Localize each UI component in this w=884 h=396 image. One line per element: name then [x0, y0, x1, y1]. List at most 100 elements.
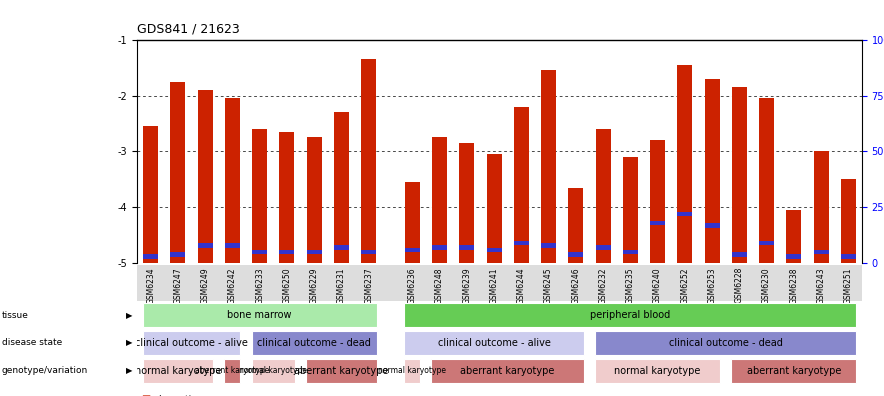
Bar [460, 143, 474, 263]
Text: GSM6229: GSM6229 [309, 267, 318, 304]
Bar [171, 252, 186, 257]
Bar [568, 252, 583, 257]
Bar [786, 254, 801, 259]
Bar [143, 254, 158, 259]
Text: aberrant karyotype: aberrant karyotype [747, 366, 841, 376]
Bar [595, 358, 720, 383]
Bar [596, 246, 611, 250]
Bar [307, 137, 322, 263]
Bar [541, 70, 556, 263]
Bar [677, 65, 692, 263]
Bar [732, 87, 747, 263]
Text: aberrant karyotype: aberrant karyotype [294, 366, 389, 376]
Text: GSM6251: GSM6251 [843, 267, 853, 304]
Bar [198, 243, 213, 248]
Bar [759, 241, 774, 246]
Text: GSM6231: GSM6231 [337, 267, 346, 304]
Bar [142, 358, 213, 383]
Bar [431, 358, 583, 383]
Bar [813, 250, 828, 254]
Text: ▶: ▶ [126, 339, 133, 347]
Text: normal karyotype: normal karyotype [240, 366, 308, 375]
Bar [334, 112, 349, 263]
Bar [252, 250, 267, 254]
Bar [650, 140, 665, 263]
Text: normal karyotype: normal karyotype [378, 366, 446, 375]
Bar [813, 152, 828, 263]
Bar [460, 246, 474, 250]
Bar [225, 243, 240, 248]
Text: clinical outcome - alive: clinical outcome - alive [438, 338, 551, 348]
Bar [622, 157, 637, 263]
Bar [334, 246, 349, 250]
Bar [198, 90, 213, 263]
Bar [362, 250, 377, 254]
Text: GSM6245: GSM6245 [544, 267, 553, 304]
Text: GSM6233: GSM6233 [255, 267, 264, 304]
Bar [541, 243, 556, 248]
Bar [405, 248, 420, 252]
Bar [405, 182, 420, 263]
Bar [514, 107, 529, 263]
Text: GSM6236: GSM6236 [408, 267, 416, 304]
Bar [486, 248, 501, 252]
Bar [432, 246, 447, 250]
Bar [514, 241, 529, 246]
Bar [786, 210, 801, 263]
Text: clinical outcome - dead: clinical outcome - dead [668, 338, 782, 348]
Bar [225, 98, 240, 263]
Bar [404, 358, 420, 383]
Text: GSM6235: GSM6235 [626, 267, 635, 304]
Text: GSM6252: GSM6252 [681, 267, 690, 304]
Bar [252, 358, 295, 383]
Text: ▶: ▶ [126, 311, 133, 320]
Text: bone marrow: bone marrow [227, 310, 292, 320]
Text: GSM6242: GSM6242 [228, 267, 237, 304]
Bar [307, 250, 322, 254]
Bar [362, 59, 377, 263]
Text: GSM6241: GSM6241 [490, 267, 499, 304]
Bar [142, 331, 240, 355]
Text: normal karyotype: normal karyotype [134, 366, 221, 376]
Text: tissue: tissue [2, 311, 28, 320]
Text: log ratio: log ratio [159, 395, 197, 396]
Text: genotype/variation: genotype/variation [2, 366, 88, 375]
Text: GSM6246: GSM6246 [571, 267, 580, 304]
Text: GSM6239: GSM6239 [462, 267, 471, 304]
Bar [404, 303, 857, 327]
Bar [486, 154, 501, 263]
Bar [650, 221, 665, 225]
Text: aberrant karyotype: aberrant karyotype [461, 366, 555, 376]
Bar [759, 98, 774, 263]
Text: ▶: ▶ [126, 366, 133, 375]
Text: disease state: disease state [2, 339, 62, 347]
Bar [732, 252, 747, 257]
Text: GSM6238: GSM6238 [789, 267, 798, 304]
Bar [225, 358, 240, 383]
Text: peripheral blood: peripheral blood [591, 310, 670, 320]
Text: GSM6240: GSM6240 [653, 267, 662, 304]
Bar [568, 188, 583, 263]
Text: clinical outcome - alive: clinical outcome - alive [135, 338, 248, 348]
Bar [279, 250, 294, 254]
Text: GSM6234: GSM6234 [146, 267, 156, 304]
Bar [841, 254, 856, 259]
Bar [595, 331, 857, 355]
Bar [306, 358, 377, 383]
Text: GSM6253: GSM6253 [707, 267, 717, 304]
Bar [432, 137, 447, 263]
Text: GSM6247: GSM6247 [173, 267, 182, 304]
Bar [142, 303, 377, 327]
Bar [279, 132, 294, 263]
Bar [404, 331, 583, 355]
Bar [171, 82, 186, 263]
Text: ■: ■ [141, 394, 150, 396]
Text: GSM6237: GSM6237 [364, 267, 373, 304]
Text: GSM6230: GSM6230 [762, 267, 771, 304]
Text: GSM6249: GSM6249 [201, 267, 210, 304]
Text: GDS841 / 21623: GDS841 / 21623 [137, 23, 240, 36]
Text: clinical outcome - dead: clinical outcome - dead [257, 338, 371, 348]
Bar [731, 358, 857, 383]
Text: aberrant karyotype: aberrant karyotype [195, 366, 270, 375]
Text: GSM6243: GSM6243 [817, 267, 826, 304]
